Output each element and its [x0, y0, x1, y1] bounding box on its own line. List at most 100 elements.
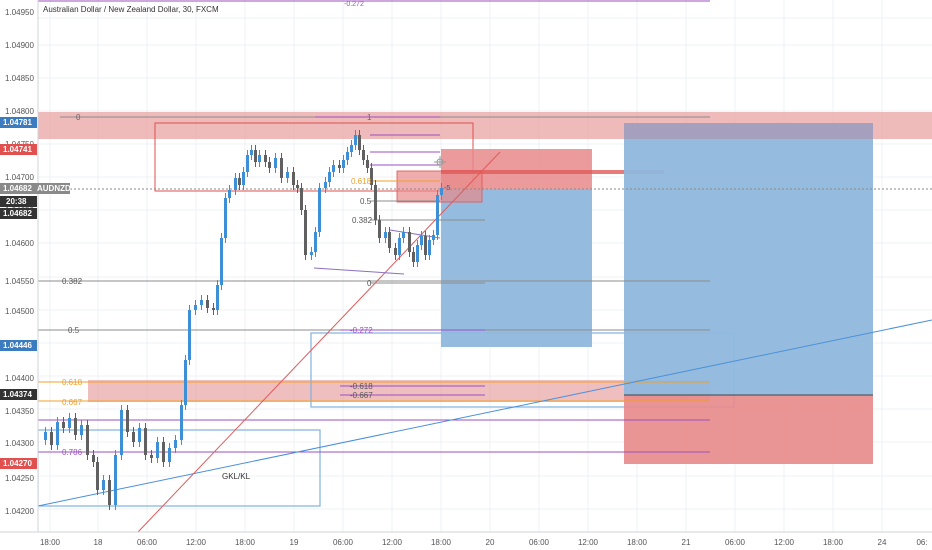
- time-tick-label: 12:00: [186, 538, 207, 547]
- position1-target-zone[interactable]: [441, 189, 592, 347]
- candle-body: [74, 418, 77, 435]
- fib-label-0786-left: 0.786: [62, 448, 83, 457]
- time-tick-label: 12:00: [774, 538, 795, 547]
- candle-body: [328, 172, 331, 182]
- candle-body: [346, 152, 349, 160]
- gkl-box[interactable]: [37, 429, 321, 507]
- candle-body: [286, 172, 289, 178]
- candle-body: [132, 432, 135, 442]
- candle-body: [428, 240, 431, 255]
- candle-body: [424, 236, 427, 255]
- price-tick-label: 1.04300: [5, 439, 34, 448]
- time-tick-label: 18:00: [823, 538, 844, 547]
- fib-zone-0618-0667[interactable]: [88, 380, 710, 402]
- candle-body: [280, 158, 283, 178]
- candle-body: [378, 220, 381, 238]
- entry-box-small[interactable]: [396, 170, 483, 203]
- countdown-timer: 20:38: [6, 197, 27, 206]
- blue-trend-line[interactable]: [37, 319, 932, 507]
- fib-label-neg0618-mid: -0.618: [350, 382, 373, 391]
- candle-body: [274, 158, 277, 168]
- price-tick-label: 1.04400: [5, 374, 34, 383]
- price-tag-104741: 1.04741: [3, 145, 32, 154]
- candle-body: [80, 425, 83, 435]
- candle-body: [310, 252, 313, 255]
- time-tick-label: 12:00: [382, 538, 403, 547]
- position2-top-overlap: [624, 123, 873, 139]
- candle-body: [258, 155, 261, 162]
- price-axis[interactable]: 1.049501.049001.048501.048001.047501.047…: [0, 0, 39, 532]
- time-tick-label: 18:00: [431, 538, 452, 547]
- candle-body: [188, 310, 191, 360]
- candle-body: [162, 442, 165, 462]
- price-tag-symbol: 1.04682: [3, 184, 32, 193]
- candle-body: [388, 232, 391, 248]
- candle-body: [432, 235, 435, 240]
- candle-body: [264, 155, 267, 162]
- gkl-box-label: GKL/KL: [222, 472, 251, 481]
- price-tick-label: 1.04800: [5, 107, 34, 116]
- candle-body: [402, 232, 405, 238]
- candle-body: [62, 422, 65, 428]
- cursor-tag: -5: [444, 185, 450, 192]
- candle-body: [150, 455, 153, 458]
- candle-body: [408, 232, 411, 252]
- candle-body: [332, 165, 335, 172]
- candle-body: [156, 442, 159, 458]
- candle-body: [168, 448, 171, 462]
- candle-body: [366, 160, 369, 168]
- arrow-line-1: [313, 267, 405, 275]
- candle-body: [440, 188, 443, 195]
- price-tag-104374: 1.04374: [3, 390, 32, 399]
- fib-label-0618-mid: 0.618: [351, 177, 372, 186]
- candle-body: [394, 248, 397, 255]
- time-tick-label: 06:00: [333, 538, 354, 547]
- price-tags: 1.04781 1.04741 1.04682 AUDNZD 20:38 1.0…: [0, 117, 71, 469]
- fib-label-05-left: 0.5: [68, 326, 80, 335]
- candlestick-series[interactable]: [44, 130, 443, 510]
- fib-lines[interactable]: [38, 0, 710, 453]
- candle-body: [374, 185, 377, 220]
- candle-body: [120, 410, 123, 455]
- fib-label-0382-mid: 0.382: [352, 216, 373, 225]
- candle-body: [228, 190, 231, 198]
- candle-body: [300, 188, 303, 210]
- crosshair-icon: [434, 156, 446, 168]
- candle-body: [138, 428, 141, 442]
- position2-stop-zone[interactable]: [624, 395, 873, 464]
- time-tick-label: 18:00: [627, 538, 648, 547]
- fib-label-05-mid: 0.5: [360, 197, 372, 206]
- candle-body: [358, 135, 361, 150]
- candle-body: [370, 168, 373, 185]
- candle-body: [342, 160, 345, 168]
- price-tick-label: 1.04950: [5, 8, 34, 17]
- candle-body: [250, 150, 253, 155]
- candle-body: [174, 440, 177, 448]
- candle-body: [144, 428, 147, 455]
- candle-body: [384, 232, 387, 238]
- candle-body: [350, 145, 353, 152]
- price-tick-label: 1.04600: [5, 239, 34, 248]
- top-fib-label: -0.272: [344, 1, 364, 8]
- price-tick-label: 1.04500: [5, 307, 34, 316]
- candle-body: [114, 455, 117, 505]
- candle-body: [206, 300, 209, 308]
- time-tick-label: 06:: [916, 538, 927, 547]
- time-tick-label: 06:00: [529, 538, 550, 547]
- fib-label-0382-left: 0.382: [62, 277, 83, 286]
- time-tick-label: 18: [94, 538, 103, 547]
- candle-body: [68, 418, 71, 428]
- candle-body: [184, 360, 187, 405]
- candle-body: [242, 172, 245, 185]
- candle-body: [362, 150, 365, 160]
- candle-body: [96, 462, 99, 490]
- position2-target-zone[interactable]: [624, 123, 873, 395]
- fib-label-1-mid: 1: [367, 113, 372, 122]
- time-tick-label: 06:00: [137, 538, 158, 547]
- candle-body: [126, 410, 129, 432]
- entry-line-red: [441, 170, 664, 174]
- candle-body: [436, 195, 439, 235]
- red-trend-line[interactable]: [137, 151, 501, 533]
- time-axis[interactable]: 18:00 18 06:00 12:00 18:00 19 06:00 12:00 18:00 2…: [0, 531, 932, 550]
